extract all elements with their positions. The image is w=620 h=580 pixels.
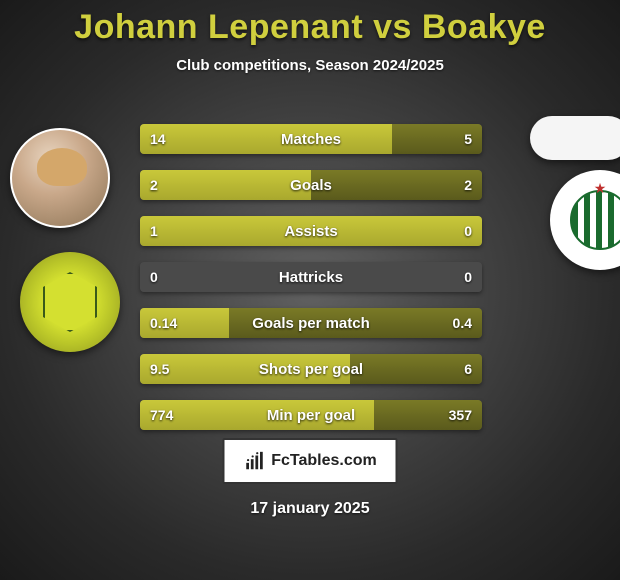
stat-row: 774357Min per goal <box>140 400 482 430</box>
stat-label: Goals per match <box>140 308 482 338</box>
stat-row: 22Goals <box>140 170 482 200</box>
chart-icon <box>243 450 265 472</box>
stat-row: 9.56Shots per goal <box>140 354 482 384</box>
stat-label: Matches <box>140 124 482 154</box>
stat-row: 00Hattricks <box>140 262 482 292</box>
star-icon: ★ <box>594 180 607 197</box>
brand-label: FcTables.com <box>271 452 377 470</box>
stat-label: Hattricks <box>140 262 482 292</box>
stat-label: Assists <box>140 216 482 246</box>
date-label: 17 january 2025 <box>0 500 620 518</box>
stat-label: Shots per goal <box>140 354 482 384</box>
club-badge-left <box>20 252 120 352</box>
stat-row: 0.140.4Goals per match <box>140 308 482 338</box>
page-subtitle: Club competitions, Season 2024/2025 <box>0 57 620 74</box>
stat-label: Min per goal <box>140 400 482 430</box>
club-badge-right-stripes: ★ <box>570 190 620 250</box>
brand-box: FcTables.com <box>223 438 398 484</box>
comparison-bars: 145Matches 22Goals 10Assists 00Hattricks 0.1… <box>140 124 482 446</box>
stat-row: 145Matches <box>140 124 482 154</box>
player-avatar-right <box>530 116 620 160</box>
player-avatar-left <box>10 128 110 228</box>
club-badge-right: ★ <box>550 170 620 270</box>
stat-label: Goals <box>140 170 482 200</box>
page-title: Johann Lepenant vs Boakye <box>0 0 620 47</box>
stat-row: 10Assists <box>140 216 482 246</box>
